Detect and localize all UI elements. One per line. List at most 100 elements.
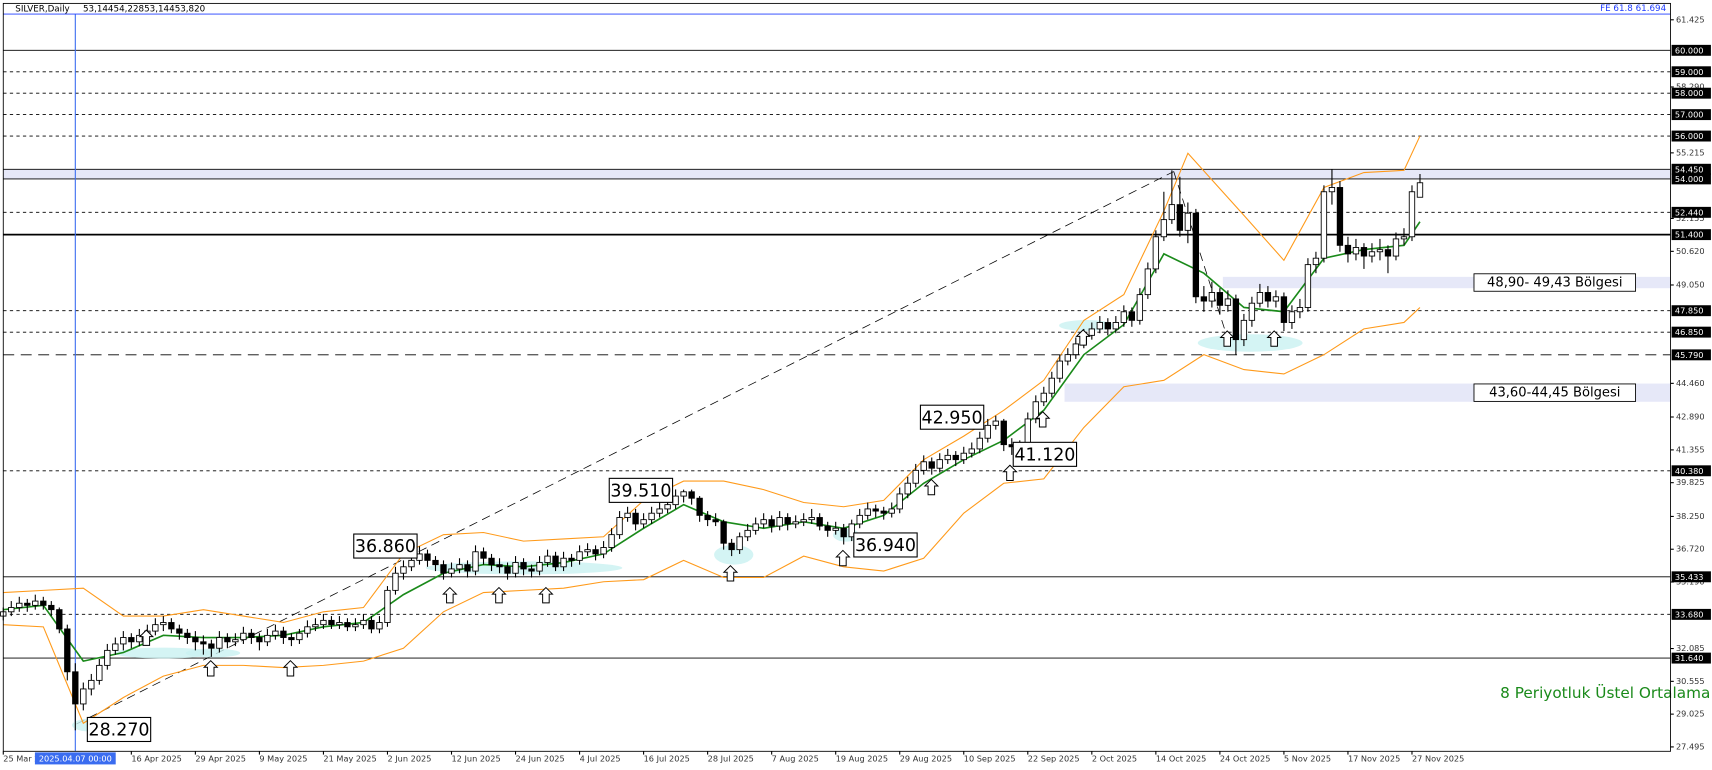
candle-body: [1208, 292, 1216, 302]
candle-body: [1072, 343, 1079, 356]
zone: [1222, 276, 1671, 289]
candle-body: [1304, 264, 1312, 308]
y-tick-label: 32.085: [1676, 643, 1705, 653]
candle-body: [840, 527, 847, 538]
candle-body: [1000, 420, 1007, 446]
header-value: 53,144: [83, 4, 114, 14]
candle-body: [936, 459, 943, 469]
up-arrow: [835, 549, 851, 567]
candle-body: [248, 632, 255, 638]
annotation: 42.950: [922, 408, 983, 428]
candle-body: [1224, 298, 1232, 306]
candle-body: [160, 622, 167, 626]
y-tick-label: 61.425: [1676, 14, 1705, 24]
candle-body: [832, 527, 839, 531]
candle-body: [1256, 292, 1264, 304]
candle-body: [512, 562, 519, 574]
candle-body: [608, 534, 615, 548]
y-tick-label: 44.460: [1676, 378, 1705, 388]
annotation-box: [853, 532, 918, 558]
x-tick-label: 29 Apr 2025: [195, 753, 246, 763]
level-label-bg: [1671, 66, 1711, 78]
candle-body: [208, 643, 215, 649]
annotation-box: [86, 716, 152, 743]
x-tick-label: 28 Jul 2025: [708, 753, 754, 763]
x-tick-label: 5 Nov 2025: [1284, 753, 1331, 763]
candle-body: [760, 519, 767, 525]
candle-body: [712, 519, 719, 523]
fib-label: FE 61.8 61.694: [1600, 4, 1666, 14]
candle-body: [1320, 191, 1328, 259]
candle-body: [480, 551, 487, 559]
candle-body: [616, 517, 623, 536]
candle-body: [528, 568, 535, 572]
candle-body: [464, 564, 471, 572]
candle-body: [736, 536, 743, 551]
candle-body: [280, 630, 287, 638]
candle-body: [8, 607, 15, 613]
candle-body: [1168, 204, 1176, 221]
level-label-bg: [1671, 109, 1711, 121]
candle-body: [456, 564, 463, 570]
x-tick-label: 12 Jun 2025: [451, 753, 500, 763]
band-line: [3, 135, 1421, 624]
y-tick-label: 30.555: [1676, 676, 1705, 686]
level-label: 57.000: [1675, 110, 1704, 120]
candle-body: [896, 493, 903, 510]
candle-body: [1096, 322, 1103, 330]
header-value: 53,144: [144, 4, 175, 14]
level-label-bg: [1671, 173, 1711, 185]
up-arrow: [1075, 329, 1091, 346]
candle-body: [320, 619, 327, 626]
candle-body: [176, 628, 183, 634]
candle-body: [1136, 294, 1144, 321]
candle-body: [816, 517, 823, 527]
candle-body: [1376, 249, 1384, 253]
level-label: 46.850: [1675, 327, 1704, 337]
candle-body: [648, 512, 655, 521]
candle-body: [424, 553, 431, 561]
candle-body: [1184, 212, 1192, 231]
candle-body: [1104, 322, 1111, 330]
x-tick-label: 14 Oct 2025: [1156, 753, 1207, 763]
y-tick-label: 39.825: [1676, 477, 1705, 487]
candle-body: [296, 632, 303, 641]
candle-body: [552, 555, 559, 568]
zone-label: 48,90- 49,43 Bölgesi: [1487, 276, 1622, 291]
x-tick-label: 19 Aug 2025: [836, 753, 888, 763]
candle-body: [1120, 311, 1128, 323]
candle-body: [696, 497, 703, 516]
candle-body: [864, 508, 871, 516]
symbol: SILVER,Daily: [15, 4, 69, 14]
candle-body: [800, 519, 807, 523]
candle-body: [288, 637, 295, 641]
up-arrow: [923, 478, 940, 496]
candle-body: [1272, 296, 1280, 302]
x-tick-label: 16 Apr 2025: [131, 753, 182, 763]
candle-body: [232, 639, 239, 643]
candle-body: [776, 517, 783, 527]
y-tick-label: 41.355: [1676, 444, 1705, 454]
candle-body: [448, 568, 455, 574]
candle-body: [1040, 392, 1047, 403]
candle-body: [56, 609, 63, 630]
band-line: [3, 307, 1421, 725]
candle-body: [400, 566, 407, 574]
candle-body: [920, 461, 927, 471]
candle-body: [1088, 328, 1095, 336]
level-label-bg: [1671, 305, 1711, 317]
annotation: 39.510: [610, 481, 671, 501]
up-arrow: [491, 586, 507, 604]
level-label-bg: [1671, 229, 1711, 241]
up-arrow: [722, 565, 739, 582]
annotation: 36.860: [355, 537, 416, 557]
highlight: [185, 648, 241, 658]
candle-body: [568, 557, 575, 561]
up-arrow: [538, 586, 554, 604]
candle-body: [624, 512, 631, 518]
candle-body: [328, 619, 335, 626]
candle-body: [1408, 191, 1416, 238]
annotation-box: [353, 533, 418, 559]
candle-body: [272, 630, 279, 636]
